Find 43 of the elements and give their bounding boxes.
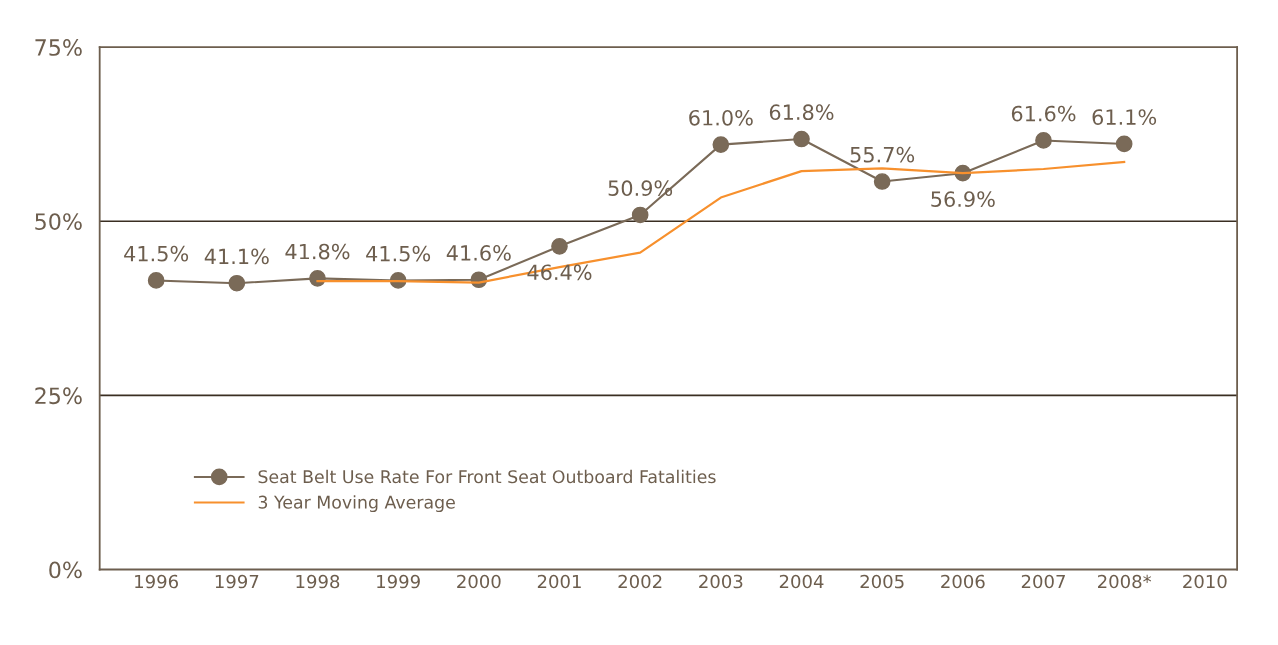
x-tick-label: 1999 xyxy=(377,574,420,589)
point xyxy=(873,173,891,190)
x-tick-label: 2007 xyxy=(1021,574,1065,589)
y-tick-label: 75% xyxy=(35,39,82,56)
data-label: 41.1% xyxy=(204,248,269,265)
x-tick-label: 2000 xyxy=(457,574,501,589)
data-label: 41.5% xyxy=(366,245,431,262)
point xyxy=(1035,132,1052,149)
point xyxy=(309,270,326,287)
y-tick-label: 25% xyxy=(35,387,82,405)
data-label: 56.9% xyxy=(931,191,995,207)
data-label: 46.4% xyxy=(527,264,592,281)
x-tick-label: 2005 xyxy=(860,574,904,589)
point xyxy=(147,272,165,289)
y-tick-label: 0% xyxy=(49,561,82,579)
data-label: 41.5% xyxy=(124,245,189,262)
x-tick-label: 2001 xyxy=(537,574,581,589)
point xyxy=(712,136,730,153)
point xyxy=(793,130,810,148)
data-label: 55.7% xyxy=(850,146,915,163)
y-tick-label: 50% xyxy=(35,213,82,230)
data-label: 41.8% xyxy=(285,243,350,260)
data-label: 41.6% xyxy=(446,245,511,261)
data-label: 61.6% xyxy=(1011,105,1076,122)
x-tick-label: 1998 xyxy=(296,574,340,589)
x-tick-label: 2008* xyxy=(1098,574,1152,589)
point xyxy=(631,206,649,224)
x-tick-label: 1997 xyxy=(215,574,259,589)
data-label: 50.9% xyxy=(608,180,673,197)
x-tick-label: 2003 xyxy=(699,574,743,589)
x-tick-label: 2004 xyxy=(779,574,824,589)
x-tick-label: 2010 xyxy=(1183,574,1227,589)
point xyxy=(1115,135,1133,153)
x-tick-label: 2002 xyxy=(618,574,662,589)
point xyxy=(228,274,246,292)
data-label: 61.8% xyxy=(769,104,834,121)
x-tick-label: 2006 xyxy=(941,574,985,589)
point xyxy=(551,237,568,255)
data-label: 61.0% xyxy=(689,109,753,126)
data-label: 61.1% xyxy=(1092,109,1157,125)
x-tick-label: 1996 xyxy=(135,574,178,589)
legend-label: 3 Year Moving Average xyxy=(258,495,455,513)
legend-label: Seat Belt Use Rate For Front Seat Outboard Fatalities xyxy=(258,469,716,484)
